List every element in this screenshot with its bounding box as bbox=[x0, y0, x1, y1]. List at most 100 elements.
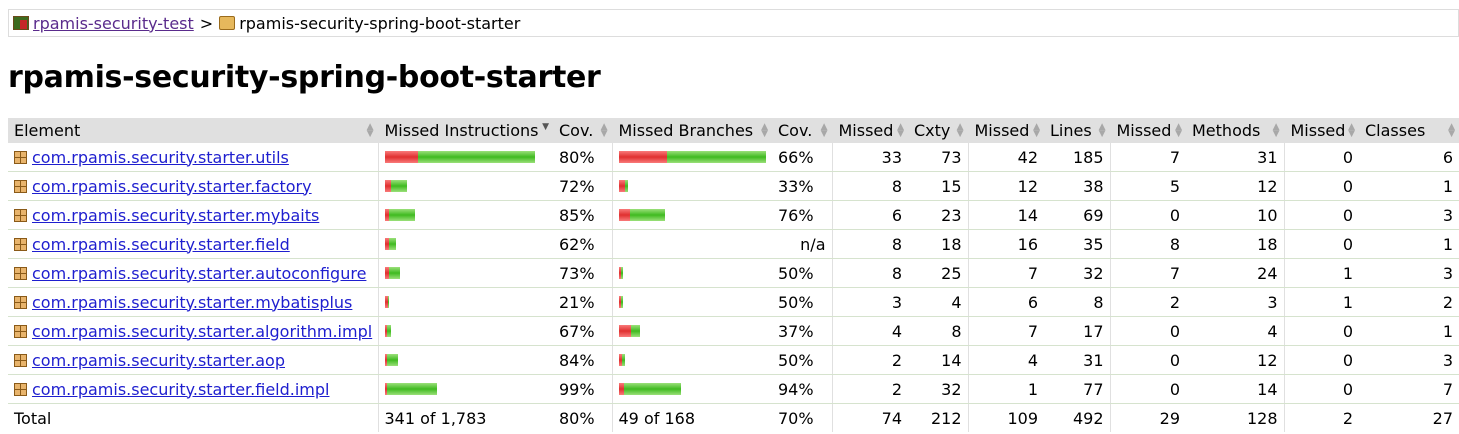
header-missed-classes[interactable]: Missed ▲ ▼ bbox=[1283, 118, 1359, 143]
total-methods: 128 bbox=[1246, 408, 1278, 428]
table-row: com.rpamis.security.starter.algorithm.im… bbox=[8, 316, 1459, 346]
covered-bar bbox=[620, 267, 623, 279]
total-instr-coverage: 80% bbox=[559, 408, 595, 428]
header-lines[interactable]: Lines ▲ ▼ bbox=[1044, 118, 1110, 143]
package-link[interactable]: com.rpamis.security.starter.utils bbox=[32, 147, 289, 167]
instr-coverage: 21% bbox=[553, 287, 612, 317]
header-element[interactable]: Element ▲ ▼ bbox=[8, 118, 378, 143]
sort-icon: ▲ ▼ bbox=[1348, 122, 1355, 139]
classes: 3 bbox=[1359, 258, 1459, 288]
instr-coverage-bar bbox=[384, 296, 548, 308]
missed-cxty: 3 bbox=[831, 287, 908, 317]
header-classes[interactable]: Classes ▲ ▼ bbox=[1359, 118, 1459, 143]
missed-bar bbox=[384, 151, 418, 163]
sort-icon: ▲ ▼ bbox=[1098, 122, 1106, 139]
table-row: com.rpamis.security.starter.field.impl 99… bbox=[8, 374, 1459, 404]
header-missed-instructions[interactable]: Missed Instructions ▼ bbox=[377, 118, 553, 143]
element-cell: com.rpamis.security.starter.field bbox=[8, 229, 378, 259]
missed-bar bbox=[618, 267, 621, 279]
classes: 3 bbox=[1359, 345, 1459, 375]
lines: 8 bbox=[1044, 287, 1110, 317]
package-icon bbox=[14, 237, 27, 251]
package-link[interactable]: com.rpamis.security.starter.algorithm.im… bbox=[32, 321, 373, 341]
package-link[interactable]: com.rpamis.security.starter.factory bbox=[32, 176, 312, 196]
table-row: com.rpamis.security.starter.aop 84% 50% 2 14… bbox=[8, 345, 1459, 375]
covered-bar bbox=[623, 383, 681, 395]
methods: 14 bbox=[1186, 374, 1284, 404]
missed-bar bbox=[618, 325, 631, 337]
missed-methods: 2 bbox=[1109, 287, 1186, 317]
missed-lines: 4 bbox=[967, 345, 1044, 375]
header-cxty[interactable]: Cxty ▲ ▼ bbox=[908, 118, 968, 143]
package-icon bbox=[14, 324, 27, 338]
sort-icon: ▲ ▼ bbox=[1272, 122, 1280, 139]
covered-bar bbox=[388, 238, 396, 250]
classes: 1 bbox=[1359, 229, 1459, 259]
package-icon bbox=[14, 266, 27, 280]
header-branch-coverage[interactable]: Cov. ▲ ▼ bbox=[772, 118, 832, 143]
total-label: Total bbox=[14, 408, 52, 428]
covered-bar bbox=[390, 180, 407, 192]
missed-lines: 16 bbox=[967, 229, 1044, 259]
branch-coverage: 33% bbox=[772, 171, 832, 201]
instr-coverage: 67% bbox=[553, 316, 612, 346]
methods: 31 bbox=[1186, 143, 1284, 172]
folder-icon bbox=[219, 16, 236, 30]
covered-bar bbox=[388, 209, 415, 221]
covered-bar bbox=[620, 296, 623, 308]
package-link[interactable]: com.rpamis.security.starter.autoconfigur… bbox=[32, 263, 367, 283]
missed-cxty: 8 bbox=[831, 171, 908, 201]
lines: 17 bbox=[1044, 316, 1110, 346]
element-cell: com.rpamis.security.starter.autoconfigur… bbox=[8, 258, 378, 288]
instr-coverage-bar bbox=[384, 267, 548, 279]
breadcrumb-separator: > bbox=[199, 13, 214, 33]
missed-methods: 8 bbox=[1109, 229, 1186, 259]
branch-coverage-bar bbox=[618, 296, 767, 308]
branch-bar-cell bbox=[611, 143, 772, 172]
instr-bar-cell bbox=[377, 287, 553, 317]
header-missed-methods[interactable]: Missed ▲ ▼ bbox=[1109, 118, 1186, 143]
missed-classes: 1 bbox=[1283, 287, 1359, 317]
branch-coverage-bar bbox=[618, 267, 767, 279]
header-instr-coverage[interactable]: Cov. ▲ ▼ bbox=[553, 118, 612, 143]
cxty: 18 bbox=[908, 229, 968, 259]
missed-lines: 14 bbox=[967, 200, 1044, 230]
sort-icon: ▲ ▼ bbox=[1175, 122, 1182, 139]
methods: 12 bbox=[1186, 345, 1284, 375]
cxty: 8 bbox=[908, 316, 968, 346]
page-title: rpamis-security-spring-boot-starter bbox=[8, 60, 601, 95]
sort-icon: ▲ ▼ bbox=[366, 122, 374, 139]
branch-coverage: 50% bbox=[772, 287, 832, 317]
branch-coverage: n/a bbox=[772, 229, 832, 259]
total-branch-coverage: 70% bbox=[778, 408, 814, 428]
instr-coverage-bar bbox=[384, 180, 548, 192]
breadcrumb-root-link[interactable]: rpamis-security-test bbox=[33, 13, 194, 33]
cxty: 32 bbox=[908, 374, 968, 404]
package-link[interactable]: com.rpamis.security.starter.mybaits bbox=[32, 205, 320, 225]
package-link[interactable]: com.rpamis.security.starter.mybatisplus bbox=[32, 292, 353, 312]
cxty: 4 bbox=[908, 287, 968, 317]
instr-coverage-bar bbox=[384, 151, 548, 163]
missed-cxty: 8 bbox=[831, 229, 908, 259]
branch-coverage: 66% bbox=[772, 143, 832, 172]
header-missed-cxty[interactable]: Missed ▲ ▼ bbox=[831, 118, 908, 143]
covered-bar bbox=[629, 209, 665, 221]
classes: 3 bbox=[1359, 200, 1459, 230]
instr-coverage: 73% bbox=[553, 258, 612, 288]
sort-icon: ▲ ▼ bbox=[820, 122, 828, 139]
missed-bar bbox=[618, 180, 625, 192]
branch-coverage: 94% bbox=[772, 374, 832, 404]
instr-bar-cell bbox=[377, 345, 553, 375]
package-link[interactable]: com.rpamis.security.starter.field bbox=[32, 234, 290, 254]
header-missed-branches[interactable]: Missed Branches ▲ ▼ bbox=[611, 118, 772, 143]
missed-classes: 0 bbox=[1283, 316, 1359, 346]
sort-icon: ▲ ▼ bbox=[600, 122, 608, 139]
header-missed-lines[interactable]: Missed ▲ ▼ bbox=[967, 118, 1044, 143]
sort-icon: ▲ ▼ bbox=[1448, 122, 1455, 139]
package-link[interactable]: com.rpamis.security.starter.aop bbox=[32, 350, 285, 370]
instr-coverage-bar bbox=[384, 354, 548, 366]
missed-bar bbox=[618, 383, 624, 395]
header-methods[interactable]: Methods ▲ ▼ bbox=[1186, 118, 1284, 143]
sort-down-icon: ▼ bbox=[542, 122, 549, 132]
package-link[interactable]: com.rpamis.security.starter.field.impl bbox=[32, 379, 330, 399]
